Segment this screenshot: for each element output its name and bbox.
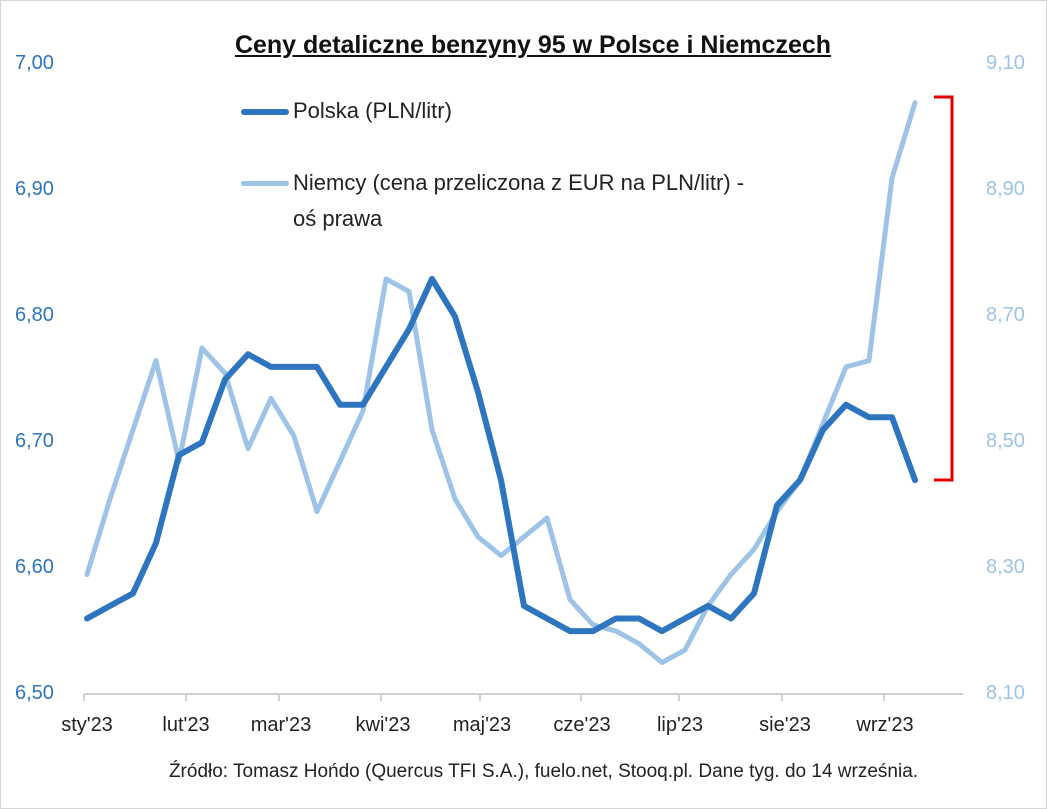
x-axis-tick: sie'23 xyxy=(759,714,811,736)
x-axis-tick: maj'23 xyxy=(452,714,512,736)
left-axis-tick: 6,60 xyxy=(15,556,54,578)
x-axis-tick: mar'23 xyxy=(250,714,312,736)
left-axis-tick: 6,50 xyxy=(15,682,54,704)
x-axis-tick: sty'23 xyxy=(61,714,113,736)
right-axis-tick: 9,10 xyxy=(986,52,1025,74)
gap-bracket-annotation xyxy=(934,95,954,482)
left-axis-tick: 6,80 xyxy=(15,304,54,326)
legend-label-niemcy-axis-note: oś prawa xyxy=(293,206,383,231)
right-axis-tick: 8,70 xyxy=(986,304,1025,326)
x-axis-tick: kwi'23 xyxy=(355,714,411,736)
legend-swatch-niemcy xyxy=(241,181,289,186)
x-axis-tick: wrz'23 xyxy=(856,714,914,736)
left-axis-tick: 7,00 xyxy=(15,52,54,74)
right-axis-tick: 8,90 xyxy=(986,178,1025,200)
legend-swatch-polska xyxy=(241,109,289,115)
x-axis-tick: lip'23 xyxy=(656,714,704,736)
left-axis-tick: 6,90 xyxy=(15,178,54,200)
x-axis-tick: lut'23 xyxy=(162,714,210,736)
series-line-niemcy xyxy=(84,100,918,665)
left-axis-tick: 6,70 xyxy=(15,430,54,452)
series-line-polska xyxy=(84,275,918,635)
chart-title: Ceny detaliczne benzyny 95 w Polsce i Ni… xyxy=(234,31,832,59)
x-axis-tick: cze'23 xyxy=(553,714,611,736)
right-axis-tick: 8,30 xyxy=(986,556,1025,578)
legend-label-niemcy: Niemcy (cena przeliczona z EUR na PLN/li… xyxy=(293,170,745,195)
source-note: Źródło: Tomasz Hońdo (Quercus TFI S.A.),… xyxy=(168,761,919,782)
x-axis-ticks xyxy=(83,694,885,701)
right-axis-tick: 8,10 xyxy=(986,682,1025,704)
legend-label-polska: Polska (PLN/litr) xyxy=(293,98,452,123)
right-axis-tick: 8,50 xyxy=(986,430,1025,452)
